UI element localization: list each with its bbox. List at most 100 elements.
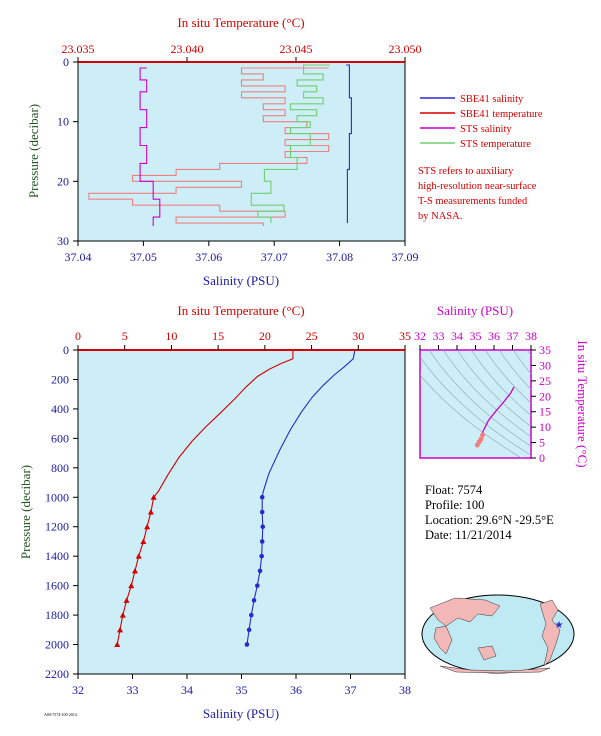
bottom-sal-tick-label-0: 32 [72, 683, 84, 697]
ts-series-group [474, 386, 515, 448]
footer-code: A00-7574-100-2014 [44, 712, 77, 717]
bottom-plot-area [77, 349, 406, 675]
bottom-sal-marker-17 [255, 583, 260, 588]
float-id: Float: 7574 [425, 483, 483, 497]
top-pressure-tick-label-2: 20 [57, 174, 69, 188]
top-plot-area [77, 61, 406, 242]
top-sal-tick-label-0: 37.04 [65, 250, 92, 264]
bottom-sal-tick-label-6: 38 [399, 683, 411, 697]
top-pressure-tick-label-1: 10 [57, 115, 69, 129]
bottom-sal-axis-label: Salinity (PSU) [203, 706, 279, 721]
ts-temp-tick-label-1: 5 [539, 436, 545, 450]
top-temp-tick-label-2: 23.045 [280, 42, 313, 56]
ts-plot-area [419, 349, 532, 459]
bottom-sal-tick-label-2: 34 [181, 683, 193, 697]
ts-sal-tick-label-1: 33 [433, 329, 445, 343]
legend-sts-salinity: STS salinity [460, 124, 512, 135]
bottom-sal-marker-11 [259, 494, 265, 500]
map-land-eurasia [429, 597, 501, 627]
top-temp-tick-label-3: 23.050 [389, 42, 422, 56]
bottom-temp-tick-label-4: 20 [259, 329, 271, 343]
bottom-sal-tick-label-4: 36 [290, 683, 302, 697]
legend-sbe41-salinity: SBE41 salinity [460, 94, 524, 105]
ts-contour-3 [442, 350, 531, 438]
bottom-temp-tick-label-2: 10 [165, 329, 177, 343]
bottom-temp-tick-label-3: 15 [212, 329, 224, 343]
ts-temp-tick-label-6: 30 [539, 358, 551, 372]
top-sal-tick-label-3: 37.07 [261, 250, 288, 264]
legend-note-1: STS refers to auxiliary [418, 166, 514, 177]
ts-sal-tick-label-3: 35 [470, 329, 482, 343]
map-land-africa [433, 625, 453, 655]
bottom-sal-tick-label-3: 35 [236, 683, 248, 697]
bottom-axes: 0 5 10 15 20 25 30 35 32 33 34 35 36 37 38 0 200 400 600 80… [45, 329, 411, 697]
bottom-pressure-tick-label-3: 600 [51, 431, 69, 445]
top-series-2 [139, 67, 161, 227]
float-info: Float: 7574 Profile: 100 Location: 29.6°… [425, 483, 554, 542]
ts-temp-tick-label-7: 35 [539, 343, 551, 357]
world-map: ★ [421, 594, 575, 674]
bottom-pressure-tick-label-8: 1600 [45, 579, 69, 593]
legend-note-4: by NASA. [418, 211, 462, 222]
ts-sal-tick-label-6: 38 [525, 329, 537, 343]
bottom-pressure-tick-label-9: 1800 [45, 608, 69, 622]
date: Date: 11/21/2014 [425, 528, 512, 542]
profile-number: Profile: 100 [425, 498, 484, 512]
bottom-pressure-tick-label-10: 2000 [45, 638, 69, 652]
top-axes: 23.035 23.040 23.045 23.050 37.04 37.05 37.06 3… [57, 42, 422, 264]
bottom-temp-tick-label-5: 25 [306, 329, 318, 343]
ts-sal-tick-label-5: 37 [507, 329, 519, 343]
bottom-sal-marker-16 [257, 568, 263, 574]
bottom-pressure-tick-label-4: 800 [51, 461, 69, 475]
bottom-temp-marker-21 [119, 612, 126, 618]
ts-contour-2 [428, 350, 531, 447]
bottom-temp-marker-18 [131, 567, 138, 574]
bottom-series-group [114, 349, 356, 648]
ts-contour-0 [420, 374, 523, 458]
ts-temp-tick-label-5: 25 [539, 374, 551, 388]
ts-density-contours [420, 350, 531, 458]
bottom-pressure-tick-label-11: 2200 [45, 667, 69, 681]
ts-contour-4 [456, 350, 531, 427]
legend: SBE41 salinity SBE41 temperature STS sal… [418, 94, 543, 222]
map-land-australia [477, 645, 497, 661]
bottom-temp-axis-label: In situ Temperature (°C) [177, 303, 304, 318]
bottom-sal-marker-13 [260, 524, 266, 530]
ts-temp-tick-label-2: 10 [539, 420, 551, 434]
top-series-3 [346, 64, 352, 224]
bottom-pressure-tick-label-0: 0 [63, 343, 69, 357]
bottom-temp-tick-label-0: 0 [75, 329, 81, 343]
ts-temp-tick-label-4: 20 [539, 389, 551, 403]
bottom-pressure-tick-label-1: 200 [51, 372, 69, 386]
bottom-temp-tick-label-7: 35 [399, 329, 411, 343]
legend-note-3: T-S measurements funded [418, 196, 528, 207]
top-temp-axis-label: In situ Temperature (°C) [177, 15, 304, 30]
top-sal-tick-label-5: 37.09 [392, 250, 419, 264]
ts-sal-tick-label-0: 32 [414, 329, 426, 343]
ts-temp-tick-label-3: 15 [539, 405, 551, 419]
bottom-pressure-axis-label: Pressure (decibar) [18, 465, 33, 559]
bottom-pressure-tick-label-7: 1400 [45, 549, 69, 563]
ts-contour-5 [470, 350, 531, 416]
top-sal-tick-label-4: 37.08 [326, 250, 353, 264]
ts-sal-axis-label: Salinity (PSU) [437, 303, 513, 318]
top-sal-tick-label-1: 37.05 [130, 250, 157, 264]
bottom-pressure-tick-label-2: 400 [51, 402, 69, 416]
ts-sal-tick-label-4: 36 [488, 329, 500, 343]
bottom-temp-marker-17 [135, 553, 142, 559]
ts-temp-axis-label: In situ Temperature (°C) [575, 340, 590, 467]
ts-contour-6 [484, 350, 531, 404]
bottom-sal-marker-19 [249, 612, 254, 618]
ts-contour-7 [498, 350, 531, 390]
bottom-sal-marker-18 [251, 598, 257, 603]
bottom-temp-marker-14 [147, 509, 154, 515]
top-series-1 [250, 64, 330, 224]
bottom-sal-tick-label-5: 37 [345, 683, 357, 697]
map-land-americas [539, 599, 561, 667]
legend-sbe41-temperature: SBE41 temperature [460, 109, 543, 120]
top-temp-tick-label-1: 23.040 [171, 42, 204, 56]
bottom-temp-tick-label-1: 5 [122, 329, 128, 343]
